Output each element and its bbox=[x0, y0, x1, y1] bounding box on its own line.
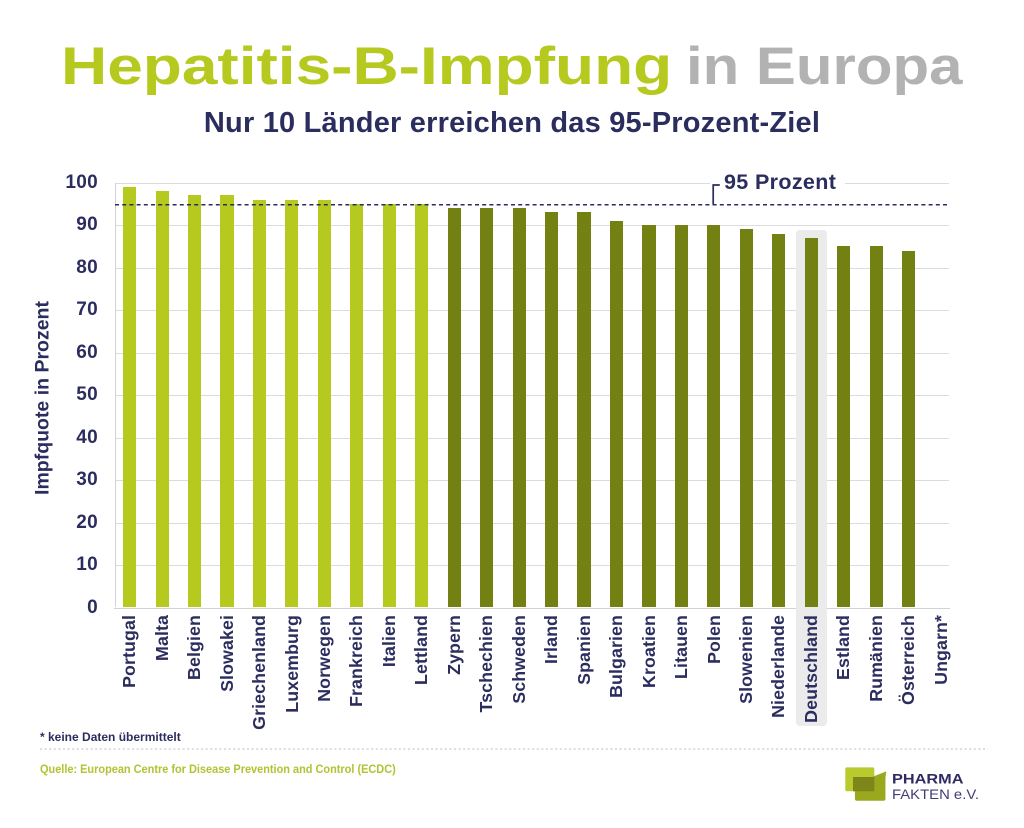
svg-text:PHARMA: PHARMA bbox=[892, 772, 964, 787]
svg-text:FAKTEN e.V.: FAKTEN e.V. bbox=[892, 786, 979, 802]
